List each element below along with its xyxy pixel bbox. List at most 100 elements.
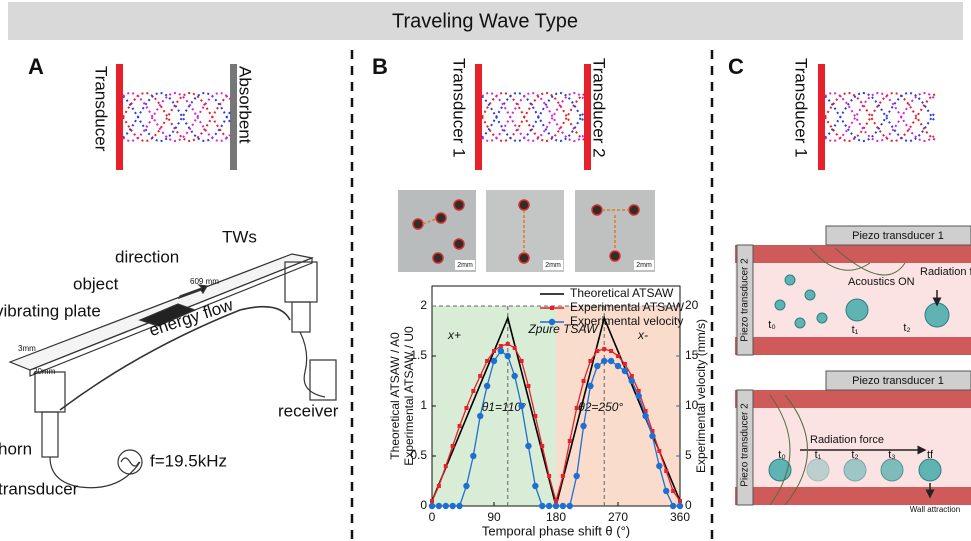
marker [437, 484, 441, 488]
marker [615, 363, 621, 369]
marker [484, 383, 490, 389]
x-tick-label: 270 [608, 510, 628, 524]
marker [575, 406, 579, 410]
y-tick-label: 0 [420, 498, 427, 512]
annotation: x+ [447, 328, 461, 342]
label: t₁ [815, 449, 822, 461]
marker [449, 503, 455, 509]
x-axis-label: Temporal phase shift θ (°) [482, 523, 630, 538]
wave [482, 93, 584, 141]
marker [554, 499, 558, 503]
marker [463, 483, 469, 489]
label: direction [115, 247, 179, 266]
marker [629, 378, 635, 384]
marker [498, 348, 504, 354]
label: Transducer 1 [792, 58, 811, 158]
marker [444, 464, 448, 468]
transducer-bar [116, 64, 123, 170]
label: Transducer 1 [450, 58, 469, 158]
marker [595, 349, 599, 353]
marker [657, 449, 661, 453]
label: t₀ [778, 449, 786, 461]
label: Wall attraction [910, 505, 960, 514]
label: vibrating plate [0, 301, 101, 320]
label: t₀ [768, 319, 776, 331]
label: Transducer 2 [590, 58, 609, 158]
label: 3mm [18, 344, 36, 353]
transducer-bar [475, 64, 482, 170]
label: Acoustics ON [848, 276, 915, 288]
x-tick-label: 90 [487, 510, 501, 524]
legend-marker [549, 319, 555, 325]
label: Piezo transducer 2 [740, 403, 751, 487]
marker [663, 488, 669, 494]
annotation: θ2=250° [578, 400, 623, 414]
marker [532, 483, 538, 489]
marker [478, 374, 482, 378]
legend-label: Theoretical ATSAW [570, 286, 674, 300]
label: transducer [0, 479, 79, 498]
label: Radiation force [810, 434, 884, 446]
y-axis-label: Theoretical ATSAW / A0 [388, 332, 402, 460]
label: Piezo transducer 2 [740, 258, 751, 342]
marker [429, 503, 435, 509]
marker [491, 358, 497, 364]
marker [622, 368, 628, 374]
marker [656, 463, 662, 469]
marker [677, 503, 683, 509]
wave [825, 93, 935, 141]
marker [513, 346, 517, 350]
marker [623, 362, 627, 366]
panel-label: A [28, 54, 44, 79]
marker [649, 433, 655, 439]
label: Transducer [92, 66, 111, 152]
wave [825, 93, 935, 141]
legend-label: Experimental ATSAW [570, 300, 685, 314]
marker [608, 358, 614, 364]
marker [582, 379, 586, 383]
marker [568, 439, 572, 443]
marker [456, 503, 462, 509]
marker [664, 469, 668, 473]
marker [506, 342, 510, 346]
marker [464, 406, 468, 410]
marker [547, 474, 551, 478]
label: object [73, 274, 119, 293]
marker [505, 353, 511, 359]
y-tick-label: 1 [420, 398, 427, 412]
wave [825, 93, 935, 141]
marker [458, 424, 462, 428]
marker [670, 503, 676, 509]
label: 2mm [457, 262, 473, 269]
marker [560, 503, 566, 509]
marker [485, 359, 489, 363]
marker [520, 359, 524, 363]
y-tick-label: 2 [420, 298, 427, 312]
label: receiver [278, 401, 339, 420]
marker [525, 443, 531, 449]
y2-tick-label: 5 [685, 448, 692, 462]
marker [499, 344, 503, 348]
label: Piezo transducer 1 [852, 230, 944, 242]
marker [630, 374, 634, 378]
marker [533, 414, 537, 418]
panel-label: B [372, 54, 388, 79]
marker [430, 499, 434, 503]
marker [594, 363, 600, 369]
label: Piezo transducer 1 [852, 375, 944, 387]
marker [451, 444, 455, 448]
y2-axis-label: Experimental velocity (mm/s) [694, 319, 708, 473]
marker [471, 389, 475, 393]
label: horn [0, 439, 32, 458]
label: t₂ [903, 322, 910, 334]
marker [567, 503, 573, 509]
marker [602, 347, 606, 351]
label: 2mm [636, 262, 652, 269]
label: f=19.5kHz [150, 451, 227, 470]
figure: Traveling Wave Type [0, 0, 971, 541]
marker [616, 354, 620, 358]
marker [511, 373, 517, 379]
label: t₃ [888, 449, 896, 461]
marker [635, 393, 641, 399]
label: 2mm [545, 262, 561, 269]
